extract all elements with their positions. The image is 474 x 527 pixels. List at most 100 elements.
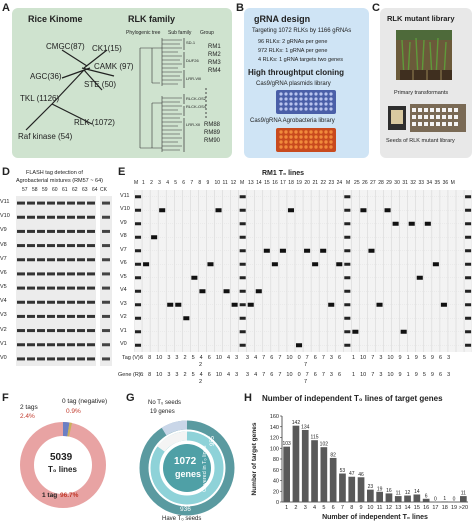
e-sample-band: [279, 248, 286, 253]
rm1-title: RM1 T₀ lines: [262, 170, 305, 177]
panel-h-label: H: [244, 392, 252, 404]
e-lane-label: 28: [378, 180, 384, 186]
e-lane-label: 24: [336, 180, 343, 186]
d-band: [57, 300, 65, 304]
d-band: [87, 229, 95, 233]
e-lane-label: 16: [272, 180, 278, 186]
e-marker-band: [344, 316, 351, 320]
d-lane-label: 61: [62, 187, 68, 193]
f-two-tags-pct: 2.4%: [20, 413, 35, 420]
mutant-library-title: RLK mutant library: [387, 14, 455, 23]
h-x-tick-label: 15: [414, 505, 420, 511]
d-band: [17, 258, 25, 262]
e-marker-band: [239, 249, 246, 253]
e-lane-label: M: [240, 180, 245, 186]
d-band: [47, 244, 55, 248]
d-band: [57, 357, 65, 361]
d-ck-band: [102, 272, 110, 276]
d-band: [37, 272, 45, 276]
h-bar: [441, 501, 449, 502]
h-title: Number of independent T₀ lines of target…: [262, 394, 443, 403]
e-marker-band: [135, 222, 142, 226]
h-bar-value-label: 12: [405, 490, 411, 496]
e-sample-band: [255, 289, 262, 294]
e-sample-band: [304, 248, 311, 253]
e-lane-label: 9: [206, 180, 210, 186]
e-lane-label: 27: [370, 180, 376, 186]
primary-transformants-caption: Primary transformants: [394, 90, 449, 96]
d-band: [67, 215, 75, 219]
e-marker-band: [344, 222, 351, 226]
d-ck-band: [102, 343, 110, 347]
f-center-text: T₀ lines: [48, 465, 77, 474]
d-band: [57, 286, 65, 290]
e-marker-band: [465, 249, 472, 253]
seed-library-photo: [388, 104, 466, 132]
e-marker-band: [465, 222, 472, 226]
e-marker-band: [135, 316, 142, 320]
e-marker-band: [344, 262, 351, 266]
e-sample-band: [159, 208, 166, 213]
e-sample-band: [320, 248, 327, 253]
tag-values-mid: 3 4 7 6 7 10 0 7 6 7 3 6: [246, 355, 342, 361]
e-marker-band: [239, 316, 246, 320]
agrobacteria-plate: [276, 128, 336, 152]
d-band: [87, 314, 95, 318]
e-sample-band: [416, 275, 423, 280]
e-sample-band: [151, 235, 158, 240]
panel-f-label: F: [2, 392, 9, 404]
e-gel: [134, 190, 472, 352]
d-band: [47, 343, 55, 347]
tree-header-subfamily: Sub family: [168, 30, 192, 36]
d-lane-label: 64: [92, 187, 98, 193]
d-band: [37, 343, 45, 347]
d-band: [27, 329, 35, 333]
e-marker-band: [239, 235, 246, 239]
e-sample-band: [167, 302, 174, 307]
d-band: [77, 286, 85, 290]
d-band: [47, 201, 55, 205]
d-band: [27, 229, 35, 233]
rice-kinome-title: Rice Kinome: [28, 14, 83, 24]
g-donut: [139, 420, 235, 516]
d-ck-band: [102, 215, 110, 219]
h-bar: [311, 440, 318, 502]
panel-e-label: E: [118, 166, 126, 178]
h-y-tick-label: 120: [270, 436, 279, 442]
gene-values-left-sub: 2: [199, 379, 203, 385]
d-band: [67, 286, 75, 290]
g-have-text: Have T₀ seeds: [162, 516, 202, 522]
d-band: [37, 286, 45, 290]
h-x-tick-label: 12: [386, 505, 392, 511]
e-sample-band: [215, 208, 222, 213]
d-band: [67, 357, 75, 361]
e-marker-band: [135, 330, 142, 334]
e-sample-band: [360, 208, 367, 213]
f-one-tag-pct: 96.7%: [60, 492, 79, 499]
d-band: [77, 215, 85, 219]
h-y-tick-label: 60: [273, 468, 279, 474]
h-bar: [394, 496, 402, 502]
h-bar-value-label: 46: [358, 472, 364, 478]
d-lane-label: 63: [82, 187, 88, 193]
group-rm3: RM3: [208, 60, 221, 66]
h-bar: [460, 496, 467, 502]
e-row-label: V5: [120, 273, 127, 280]
e-lane-label: 4: [166, 180, 169, 186]
e-marker-band: [344, 303, 351, 307]
g-center-text: genes: [175, 469, 202, 479]
d-band: [37, 201, 45, 205]
e-lane-label: 25: [354, 180, 360, 186]
kinase-agc: AGC(36): [30, 72, 62, 81]
e-sample-band: [223, 289, 230, 294]
h-bar-value-label: 16: [386, 488, 392, 494]
group-rm89: RM89: [204, 130, 221, 136]
grna-target-line: Targeting 1072 RLKs by 1166 gRNAs: [252, 28, 352, 34]
d-band: [77, 229, 85, 233]
h-bar-value-label: 53: [340, 468, 346, 474]
e-sample-band: [352, 329, 359, 334]
e-sample-band: [183, 316, 190, 321]
d-band: [57, 229, 65, 233]
tag-values-left: 6 8 10 3 3 2 5 4 6 10 4 3: [140, 355, 239, 361]
d-band: [27, 357, 35, 361]
